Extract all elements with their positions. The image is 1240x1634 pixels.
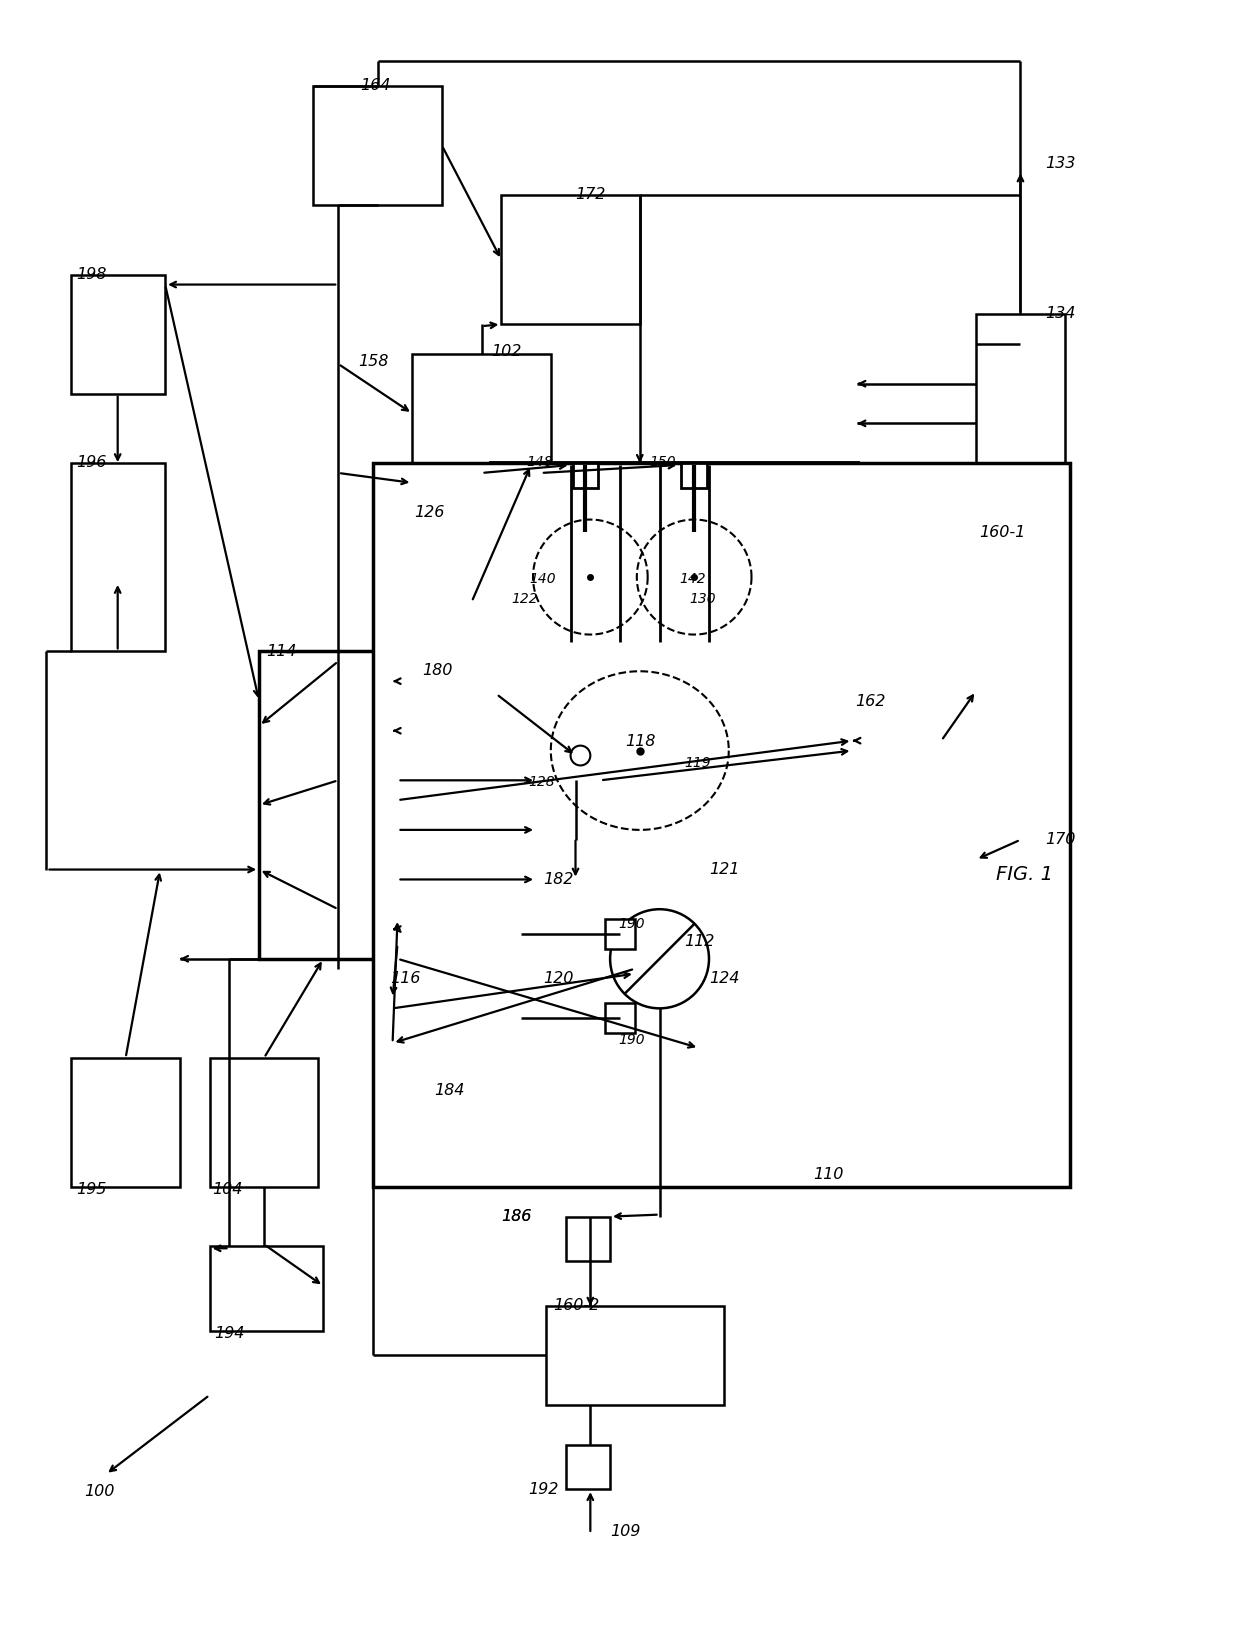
Bar	[605, 1003, 635, 1033]
Text: 119: 119	[684, 755, 711, 770]
Text: 160-2: 160-2	[553, 1297, 599, 1312]
Text: 116: 116	[391, 971, 420, 985]
Text: 182: 182	[543, 871, 573, 887]
Bar	[259, 652, 398, 959]
Circle shape	[570, 745, 590, 765]
Text: 121: 121	[709, 861, 739, 876]
Text: 142: 142	[680, 572, 706, 587]
Bar	[573, 462, 598, 489]
Bar	[976, 314, 1065, 523]
Text: 186: 186	[501, 1209, 532, 1224]
Text: 148: 148	[526, 456, 553, 469]
Text: 126: 126	[414, 505, 445, 520]
Bar	[71, 1057, 180, 1186]
Text: 180: 180	[423, 663, 453, 678]
Text: 120: 120	[543, 971, 573, 985]
Text: 104: 104	[212, 1181, 243, 1196]
Bar	[605, 918, 635, 949]
Text: 118: 118	[625, 734, 655, 748]
Bar	[210, 1057, 319, 1186]
Text: 160-1: 160-1	[978, 525, 1025, 539]
Bar	[501, 196, 640, 324]
Bar	[551, 730, 600, 781]
Text: 124: 124	[709, 971, 739, 985]
Bar	[71, 275, 165, 394]
Text: 122: 122	[511, 592, 538, 606]
Text: 134: 134	[1045, 307, 1075, 322]
Bar	[413, 513, 531, 601]
Bar	[976, 840, 1065, 918]
Bar	[681, 462, 707, 489]
Text: 128: 128	[528, 776, 554, 789]
Bar	[210, 1247, 324, 1330]
Bar	[976, 533, 1065, 840]
Bar	[565, 1444, 610, 1489]
Text: FIG. 1: FIG. 1	[996, 864, 1053, 884]
Text: 130: 130	[689, 592, 715, 606]
Bar	[852, 701, 941, 781]
Text: 114: 114	[267, 644, 296, 660]
Text: 100: 100	[84, 1484, 114, 1500]
Text: 112: 112	[684, 935, 714, 949]
Text: 196: 196	[76, 456, 107, 471]
Bar	[314, 87, 441, 206]
Text: 198: 198	[76, 266, 107, 281]
Text: 195: 195	[76, 1181, 107, 1196]
Text: 140: 140	[529, 572, 556, 587]
Bar	[71, 462, 165, 652]
Circle shape	[610, 909, 709, 1008]
Bar	[413, 355, 551, 472]
Bar	[620, 740, 749, 840]
Bar	[546, 1306, 724, 1405]
Text: 102: 102	[491, 345, 522, 359]
Bar	[373, 462, 1070, 1186]
Text: 164: 164	[360, 78, 391, 93]
Bar	[699, 869, 842, 949]
Text: 133: 133	[1045, 155, 1075, 170]
Bar	[536, 979, 655, 1047]
Text: 110: 110	[812, 1167, 843, 1181]
Text: 172: 172	[575, 188, 606, 203]
Text: 170: 170	[1045, 832, 1075, 846]
Text: 194: 194	[215, 1325, 246, 1340]
Bar	[536, 879, 655, 949]
Text: 184: 184	[434, 1083, 465, 1098]
Bar	[491, 462, 857, 869]
Text: 192: 192	[528, 1482, 558, 1497]
Text: 190: 190	[618, 917, 645, 931]
Text: 158: 158	[358, 355, 388, 369]
Text: 109: 109	[610, 1525, 641, 1539]
Text: 162: 162	[856, 694, 885, 709]
Bar	[451, 672, 496, 716]
Bar	[699, 979, 882, 1142]
Bar	[393, 979, 521, 1108]
Text: 150: 150	[650, 456, 676, 469]
Text: 186: 186	[501, 1209, 532, 1224]
Text: 190: 190	[618, 1033, 645, 1047]
Bar	[565, 1217, 610, 1261]
